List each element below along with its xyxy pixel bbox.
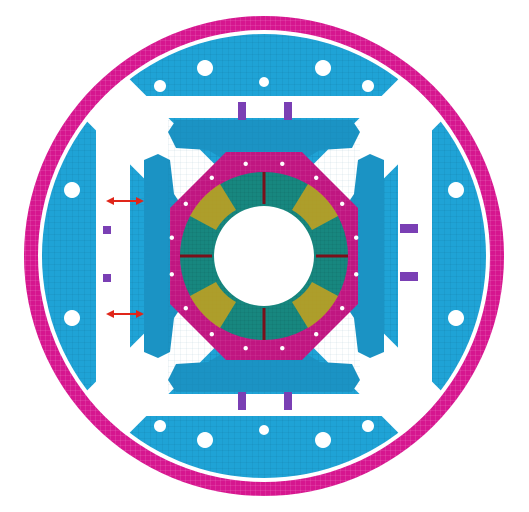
coil-wedges (190, 184, 338, 328)
yoke-hole (259, 77, 269, 87)
double-headed-arrow-icon (106, 310, 144, 318)
collar-bolt-hole (340, 201, 345, 206)
yoke-holes (64, 60, 464, 448)
collar-bolt-hole (340, 306, 345, 311)
yoke-hole (362, 80, 374, 92)
yoke-hole (315, 60, 331, 76)
collar-bolt-hole (280, 346, 285, 351)
collar-bolt-hole (314, 332, 319, 337)
yoke-hole (64, 182, 80, 198)
collar-bolt-hole (169, 235, 174, 240)
collar-bolt-hole (280, 161, 285, 166)
yoke-hole (154, 80, 166, 92)
coil-winding (180, 172, 348, 340)
collar-bolt-holes (169, 161, 359, 351)
collar-bolt-hole (183, 306, 188, 311)
collar-bolt-hole (169, 272, 174, 277)
bore-aperture (214, 206, 314, 306)
yoke-hole (197, 432, 213, 448)
yoke-hole (315, 432, 331, 448)
collar-bolt-hole (209, 332, 214, 337)
collar-bolt-hole (243, 346, 248, 351)
collar-bolt-hole (243, 161, 248, 166)
yoke-hole (154, 420, 166, 432)
yoke-hole (105, 255, 115, 265)
yoke-hole (448, 182, 464, 198)
yoke-hole (64, 310, 80, 326)
collar-bolt-hole (183, 201, 188, 206)
coil-spacers (180, 172, 348, 340)
yoke-hole (362, 420, 374, 432)
collar-bolt-hole (354, 272, 359, 277)
gap-arrows (106, 197, 144, 318)
yoke-hole (448, 310, 464, 326)
yoke-hole (413, 255, 423, 265)
collar-bolt-hole (354, 235, 359, 240)
double-headed-arrow-icon (106, 197, 144, 205)
collar-bolt-hole (209, 175, 214, 180)
yoke-hole (197, 60, 213, 76)
yoke-hole (259, 425, 269, 435)
collar-bolt-hole (314, 175, 319, 180)
alignment-keys (103, 102, 418, 410)
